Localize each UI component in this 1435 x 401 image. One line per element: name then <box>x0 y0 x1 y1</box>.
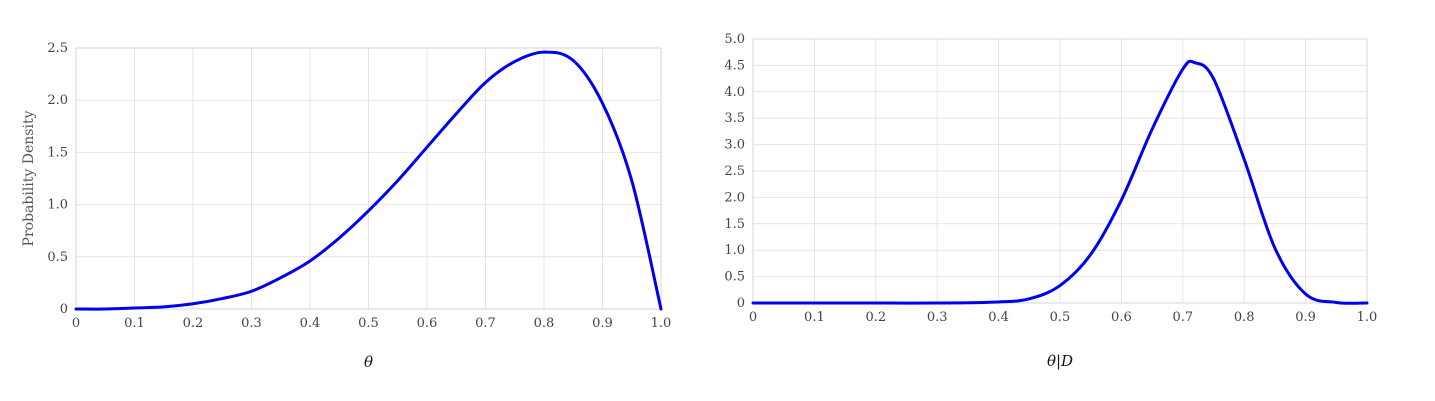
y-tick-label: 5.0 <box>724 32 745 47</box>
y-tick-label: 4.5 <box>724 58 745 73</box>
y-tick-label: 2.0 <box>724 190 745 205</box>
density-curve <box>74 50 663 311</box>
y-tick-label: 0.5 <box>47 250 68 265</box>
prior-density-chart: 0 0.1 0.2 0.3 0.4 0.5 0.6 0.7 0.8 0.9 1.0 0 0.5 1.0 1.… <box>21 41 671 371</box>
x-tick-label: 0 <box>749 310 757 325</box>
x-axis-label: θ|D <box>1047 352 1073 370</box>
x-tick-label: 0.7 <box>475 316 496 331</box>
y-tick-label: 1.5 <box>47 145 68 160</box>
y-tick-label: 3.0 <box>724 138 745 153</box>
y-tick-label: 2.5 <box>724 164 745 179</box>
x-tick-label: 0.7 <box>1172 310 1193 325</box>
x-tick-label: 0.1 <box>804 310 825 325</box>
y-tick-label: 3.5 <box>724 111 745 126</box>
x-tick-label: 0.2 <box>183 316 204 331</box>
x-tick-label: 0.5 <box>358 316 379 331</box>
x-tick-label: 0.2 <box>865 310 886 325</box>
plot-frame <box>752 38 1368 304</box>
posterior-density-chart: 0 0.1 0.2 0.3 0.4 0.5 0.6 0.7 0.8 0.9 1.0 0 0.5 1.0 1.… <box>724 32 1377 370</box>
x-tick-label: 0.5 <box>1050 310 1071 325</box>
x-tick-label: 0.8 <box>1234 310 1255 325</box>
x-tick-label: 0.9 <box>1295 310 1316 325</box>
x-tick-label: 0.8 <box>534 316 555 331</box>
x-tick-label: 0.1 <box>124 316 145 331</box>
x-tick-label: 0.3 <box>241 316 262 331</box>
plot-frame <box>75 47 662 310</box>
x-axis-label: θ <box>364 353 373 371</box>
y-tick-label: 4.0 <box>724 85 745 100</box>
y-axis-label: Probability Density <box>21 110 37 246</box>
density-curve <box>751 59 1369 305</box>
x-tick-label: 0.6 <box>417 316 438 331</box>
x-tick-label: 1.0 <box>1357 310 1378 325</box>
x-tick-label: 0.4 <box>988 310 1009 325</box>
x-tick-label: 0 <box>72 316 80 331</box>
y-tick-label: 0 <box>60 302 68 317</box>
y-tick-label: 1.0 <box>47 198 68 213</box>
x-tick-label: 0.3 <box>927 310 948 325</box>
x-tick-label: 1.0 <box>651 316 672 331</box>
y-tick-label: 0 <box>737 296 745 311</box>
x-tick-label: 0.6 <box>1111 310 1132 325</box>
y-tick-label: 2.5 <box>47 41 68 56</box>
y-tick-label: 0.5 <box>724 270 745 285</box>
x-tick-label: 0.4 <box>300 316 321 331</box>
x-tick-label: 0.9 <box>592 316 613 331</box>
y-tick-label: 1.5 <box>724 217 745 232</box>
y-tick-label: 1.0 <box>724 243 745 258</box>
y-tick-label: 2.0 <box>47 93 68 108</box>
